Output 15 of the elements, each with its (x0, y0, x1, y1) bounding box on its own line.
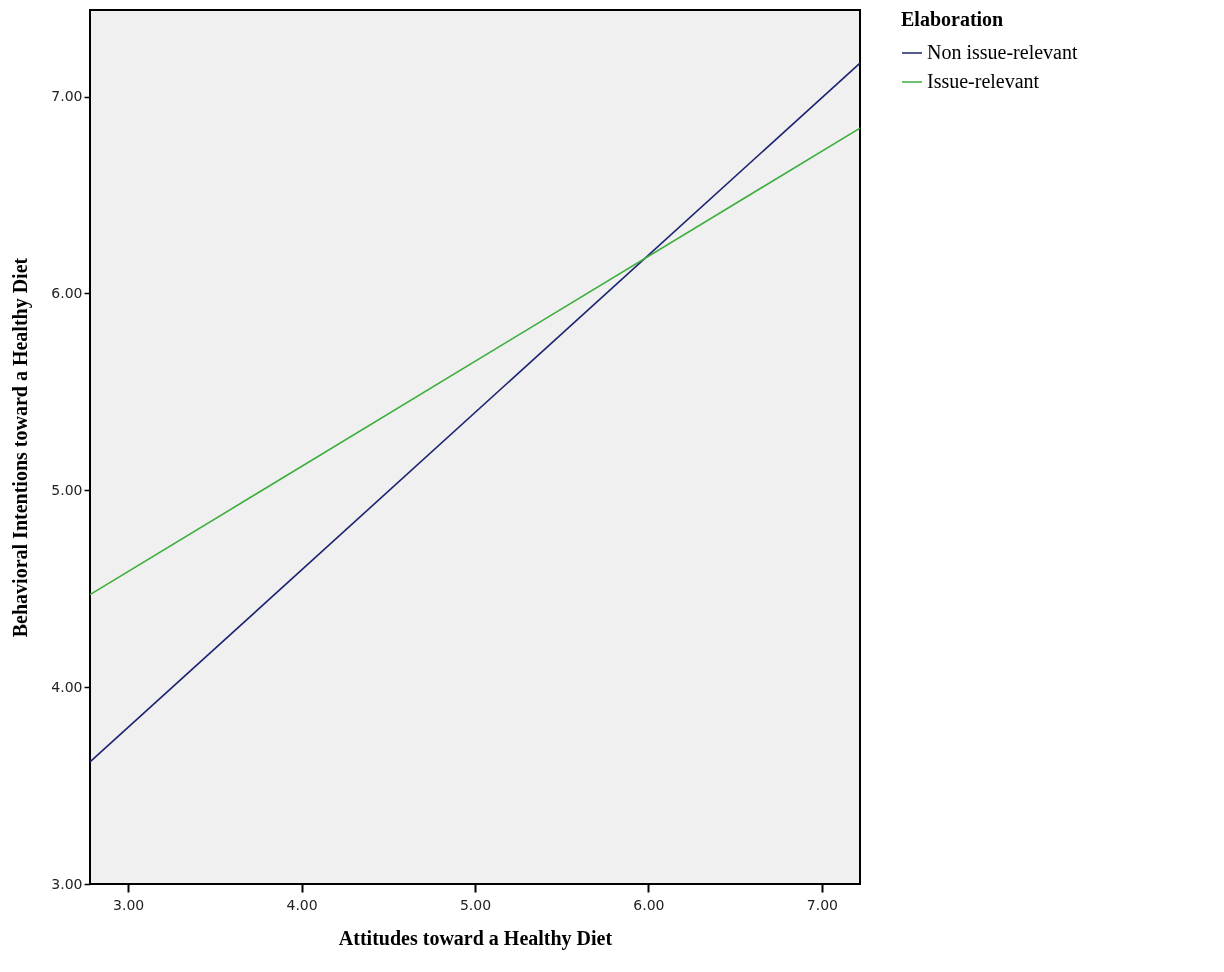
legend-title: Elaboration (901, 8, 1004, 30)
legend-label: Non issue-relevant (927, 41, 1078, 63)
x-tick-label: 7.00 (806, 896, 838, 913)
legend-label: Issue-relevant (927, 70, 1040, 92)
x-tick-label: 5.00 (459, 896, 492, 913)
y-axis-title: Behavioral Intentions toward a Healthy Diet (9, 257, 33, 638)
x-tick-label: 6.00 (633, 896, 665, 913)
y-tick-label: 6.00 (51, 284, 83, 301)
y-tick-label: 4.00 (51, 678, 83, 695)
y-tick-label: 7.00 (51, 88, 83, 105)
x-axis-title: Attitudes toward a Healthy Diet (338, 926, 613, 950)
x-tick-label: 3.00 (113, 896, 145, 913)
y-tick-label: 3.00 (51, 875, 83, 892)
y-tick-label: 5.00 (51, 481, 83, 498)
x-tick-label: 4.00 (286, 896, 318, 913)
